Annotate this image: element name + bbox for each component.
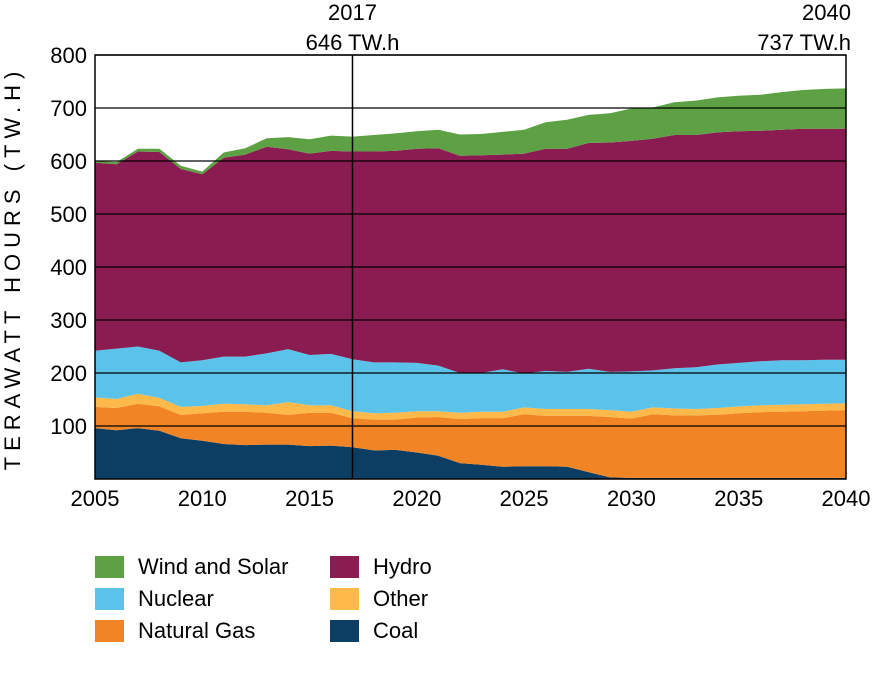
legend-label: Nuclear bbox=[138, 586, 214, 611]
area-hydro bbox=[95, 128, 846, 374]
legend-item-wind-and-solar: Wind and Solar bbox=[95, 552, 288, 582]
plot-frame bbox=[94, 54, 847, 480]
legend-label: Coal bbox=[373, 618, 419, 643]
area-layer bbox=[95, 88, 846, 479]
y-tick-label: 800 bbox=[50, 43, 87, 68]
y-tick-label: 100 bbox=[50, 414, 87, 439]
x-tick-label: 2035 bbox=[714, 486, 763, 511]
y-tick-label: 700 bbox=[50, 96, 87, 121]
area-natural-gas bbox=[95, 403, 846, 478]
x-tick-label: 2015 bbox=[285, 486, 334, 511]
annotation-year: 2017 bbox=[328, 0, 377, 25]
annotations: 2017 646 TW.h 2040 737 TW.h bbox=[306, 0, 851, 55]
y-tick-label: 300 bbox=[50, 308, 87, 333]
area-wind-and-solar bbox=[95, 88, 846, 175]
legend-label: Wind and Solar bbox=[138, 554, 289, 579]
legend-item-nuclear: Nuclear bbox=[95, 584, 214, 614]
area-other bbox=[95, 393, 846, 420]
annotation-year: 2040 bbox=[802, 0, 851, 25]
legend: Wind and Solar Hydro Nuclear Other Natural G… bbox=[95, 552, 515, 662]
y-tick-label: 500 bbox=[50, 202, 87, 227]
x-tick-label: 2020 bbox=[392, 486, 441, 511]
y-axis-ticks: 100 200 300 400 500 600 700 800 bbox=[50, 43, 87, 439]
legend-swatch bbox=[330, 588, 359, 610]
legend-swatch bbox=[95, 620, 124, 642]
legend-item-natural-gas: Natural Gas bbox=[95, 616, 255, 646]
x-tick-label: 2005 bbox=[71, 486, 120, 511]
x-tick-label: 2010 bbox=[178, 486, 227, 511]
y-axis-label: TERAWATT HOURS (TW.H) bbox=[0, 66, 25, 471]
y-tick-label: 200 bbox=[50, 361, 87, 386]
legend-item-other: Other bbox=[330, 584, 428, 614]
legend-label: Hydro bbox=[373, 554, 432, 579]
x-tick-label: 2030 bbox=[607, 486, 656, 511]
area-coal bbox=[95, 428, 846, 479]
y-tick-label: 600 bbox=[50, 149, 87, 174]
x-tick-label: 2040 bbox=[822, 486, 871, 511]
legend-swatch bbox=[95, 588, 124, 610]
legend-swatch bbox=[330, 556, 359, 578]
legend-label: Other bbox=[373, 586, 429, 611]
x-axis-ticks: 2005 2010 2015 2020 2025 2030 2035 2040 bbox=[71, 486, 871, 511]
legend-item-hydro: Hydro bbox=[330, 552, 432, 582]
legend-label: Natural Gas bbox=[138, 618, 256, 643]
annotation-value: 737 TW.h bbox=[757, 30, 851, 55]
annotation-value: 646 TW.h bbox=[306, 30, 400, 55]
area-nuclear bbox=[95, 346, 846, 414]
legend-item-coal: Coal bbox=[330, 616, 418, 646]
legend-swatch bbox=[95, 556, 124, 578]
y-tick-label: 400 bbox=[50, 255, 87, 280]
legend-swatch bbox=[330, 620, 359, 642]
x-tick-label: 2025 bbox=[500, 486, 549, 511]
